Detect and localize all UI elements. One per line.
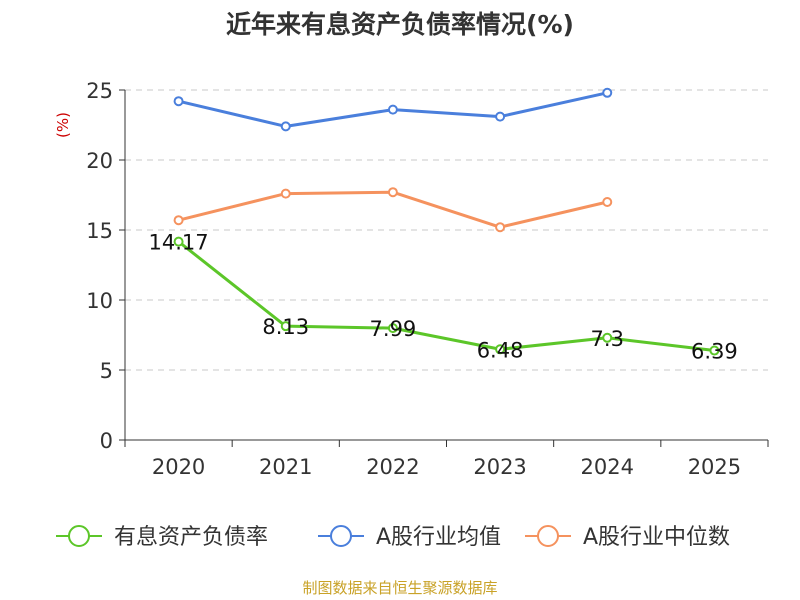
legend-label: 有息资产负债率 [114, 525, 268, 550]
data-point[interactable] [280, 121, 291, 132]
data-label: 6.39 [691, 340, 738, 364]
x-tick-label: 2025 [688, 455, 741, 479]
x-tick-label: 2022 [366, 455, 419, 479]
x-tick-label: 2023 [473, 455, 526, 479]
chart-title: 近年来有息资产负债率情况(%) [226, 10, 574, 39]
y-axis-label: (%) [54, 112, 72, 138]
legend-item[interactable]: A股行业均值 [318, 525, 501, 550]
source-note: 制图数据来自恒生聚源数据库 [302, 579, 497, 597]
legend-label: A股行业均值 [376, 525, 501, 550]
data-point[interactable] [280, 188, 291, 199]
legend-marker [68, 525, 90, 547]
data-labels: 14.17 8.13 7.99 6.48 7.3 6.39 [149, 231, 738, 364]
data-point[interactable] [173, 96, 184, 107]
x-tick-label: 2021 [259, 455, 312, 479]
series-line [177, 240, 715, 353]
grid-lines [125, 89, 768, 371]
series-lines [173, 87, 720, 356]
data-label: 7.99 [370, 317, 417, 341]
data-point[interactable] [280, 321, 291, 332]
legend: 有息资产负债率 A股行业均值 A股行业中位数 [56, 525, 730, 550]
data-point[interactable] [495, 222, 506, 233]
data-point[interactable] [495, 344, 506, 355]
data-point[interactable] [387, 187, 398, 198]
y-tick-label: 15 [86, 219, 113, 243]
legend-marker [330, 525, 352, 547]
y-tick-label: 20 [86, 149, 113, 173]
legend-item[interactable]: 有息资产负债率 [56, 525, 268, 550]
data-point[interactable] [173, 236, 184, 247]
data-label: 8.13 [262, 315, 309, 339]
data-point[interactable] [602, 87, 613, 98]
y-tick-label: 0 [100, 429, 113, 453]
y-tick-label: 10 [86, 289, 113, 313]
data-point[interactable] [495, 111, 506, 122]
series-line [178, 190, 608, 229]
data-point[interactable] [387, 104, 398, 115]
legend-marker [537, 525, 559, 547]
legend-item[interactable]: A股行业中位数 [525, 525, 730, 550]
data-point[interactable] [709, 345, 720, 356]
data-label: 7.3 [591, 327, 624, 351]
data-label: 6.48 [477, 338, 524, 362]
x-tick-label: 2020 [152, 455, 205, 479]
data-label: 14.17 [149, 231, 209, 255]
data-point[interactable] [173, 215, 184, 226]
x-tick-label: 2024 [581, 455, 634, 479]
data-point[interactable] [387, 323, 398, 334]
y-tick-label: 5 [100, 359, 113, 383]
legend-label: A股行业中位数 [583, 525, 730, 550]
data-point[interactable] [602, 197, 613, 207]
data-point[interactable] [602, 332, 613, 343]
y-tick-label: 25 [86, 79, 113, 103]
